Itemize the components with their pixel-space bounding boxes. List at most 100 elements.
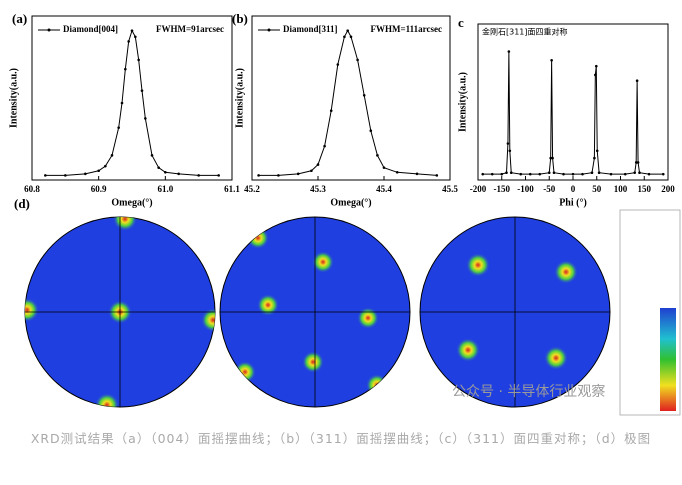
data-point [336, 63, 340, 66]
data-point [597, 171, 601, 174]
data-point [127, 40, 130, 43]
data-point [144, 117, 147, 120]
data-point [519, 172, 523, 176]
x-tick-label: -100 [517, 184, 534, 194]
data-point [296, 172, 300, 176]
data-point [346, 29, 350, 32]
data-point [595, 149, 599, 153]
data-point [550, 58, 553, 62]
data-point [638, 171, 641, 174]
x-tick-label: 50 [592, 184, 602, 194]
data-point [277, 174, 280, 177]
x-tick-label: 100 [614, 184, 628, 194]
legend-label: Diamond[004] [63, 24, 118, 34]
x-tick-label: -150 [494, 184, 511, 194]
panel-label: c [458, 15, 464, 30]
data-point [481, 172, 485, 176]
data-point [343, 35, 346, 39]
x-tick-label: 45.5 [442, 184, 458, 194]
data-point [506, 142, 510, 145]
y-axis-label: Intensity(a.u.) [8, 68, 19, 128]
data-point [64, 174, 67, 177]
data-point [590, 171, 594, 174]
data-line [482, 51, 664, 175]
y-axis-label: Intensity(a.u.) [234, 68, 245, 128]
data-point [538, 172, 542, 176]
data-point [329, 109, 333, 112]
y-axis-label: Intensity(a.u.) [457, 72, 468, 132]
data-point [197, 174, 200, 177]
data-point [97, 169, 100, 173]
data-point [84, 172, 87, 176]
data-point [549, 156, 552, 160]
data-point [623, 172, 627, 176]
data-point [137, 58, 140, 62]
data-point [395, 171, 399, 174]
data-point [316, 163, 320, 166]
data-point [349, 35, 353, 39]
data-point [120, 101, 124, 105]
data-point [661, 172, 665, 176]
x-tick-label: 45.2 [244, 184, 260, 194]
caption: XRD测试结果（a）（004）面摇摆曲线；（b）（311）面摇摆曲线；（c）（3… [30, 431, 652, 446]
data-point [150, 154, 154, 157]
data-point [581, 172, 584, 176]
data-point [217, 174, 220, 177]
data-point [323, 144, 326, 148]
data-point [594, 73, 597, 77]
data-point [500, 172, 504, 176]
data-point [104, 164, 107, 168]
data-point [44, 174, 47, 177]
data-point [562, 172, 565, 176]
x-tick-label: 61.1 [224, 184, 240, 194]
data-point [356, 58, 359, 62]
data-point [362, 94, 366, 97]
plot-frame [251, 15, 451, 181]
data-point [134, 35, 137, 39]
plot-frame [31, 15, 233, 181]
watermark: 公众号 · 半导体行业观察 [452, 383, 605, 400]
data-line [45, 29, 219, 176]
panel-label: (d) [14, 196, 30, 211]
data-point [124, 67, 127, 71]
x-axis-label: Omega(°) [330, 197, 371, 208]
data-point [435, 174, 439, 177]
data-point [547, 171, 551, 174]
data-point [130, 29, 134, 32]
data-point [551, 156, 554, 160]
x-tick-label: 0 [571, 184, 576, 194]
x-tick-label: 45.3 [310, 184, 326, 194]
data-point [647, 172, 651, 176]
data-point [157, 166, 160, 169]
x-tick-label: 60.8 [24, 184, 40, 194]
x-tick-label: 61.0 [157, 184, 173, 194]
chart-title: 金刚石[311]面四重对称 [482, 27, 568, 37]
annotation: FWHM=91arcsec [156, 24, 224, 34]
data-point [552, 171, 556, 174]
data-point [369, 129, 373, 133]
data-point [508, 149, 512, 153]
data-point [140, 89, 144, 92]
panel-label: (b) [232, 11, 248, 26]
data-point [634, 161, 638, 164]
data-point [609, 172, 613, 176]
data-point [257, 174, 260, 177]
data-point [571, 172, 575, 176]
data-point [415, 172, 419, 176]
data-point [594, 64, 598, 68]
data-point [376, 154, 379, 157]
data-point [635, 79, 639, 83]
legend-marker [267, 28, 271, 32]
data-point [310, 169, 313, 173]
x-tick-label: -50 [543, 184, 555, 194]
data-point [509, 171, 513, 174]
data-point [490, 172, 494, 176]
data-line [258, 29, 437, 176]
data-point [117, 126, 120, 129]
x-tick-label: -200 [470, 184, 487, 194]
x-tick-label: 200 [661, 184, 675, 194]
annotation: FWHM=111arcsec [371, 24, 442, 34]
data-point [110, 154, 114, 157]
